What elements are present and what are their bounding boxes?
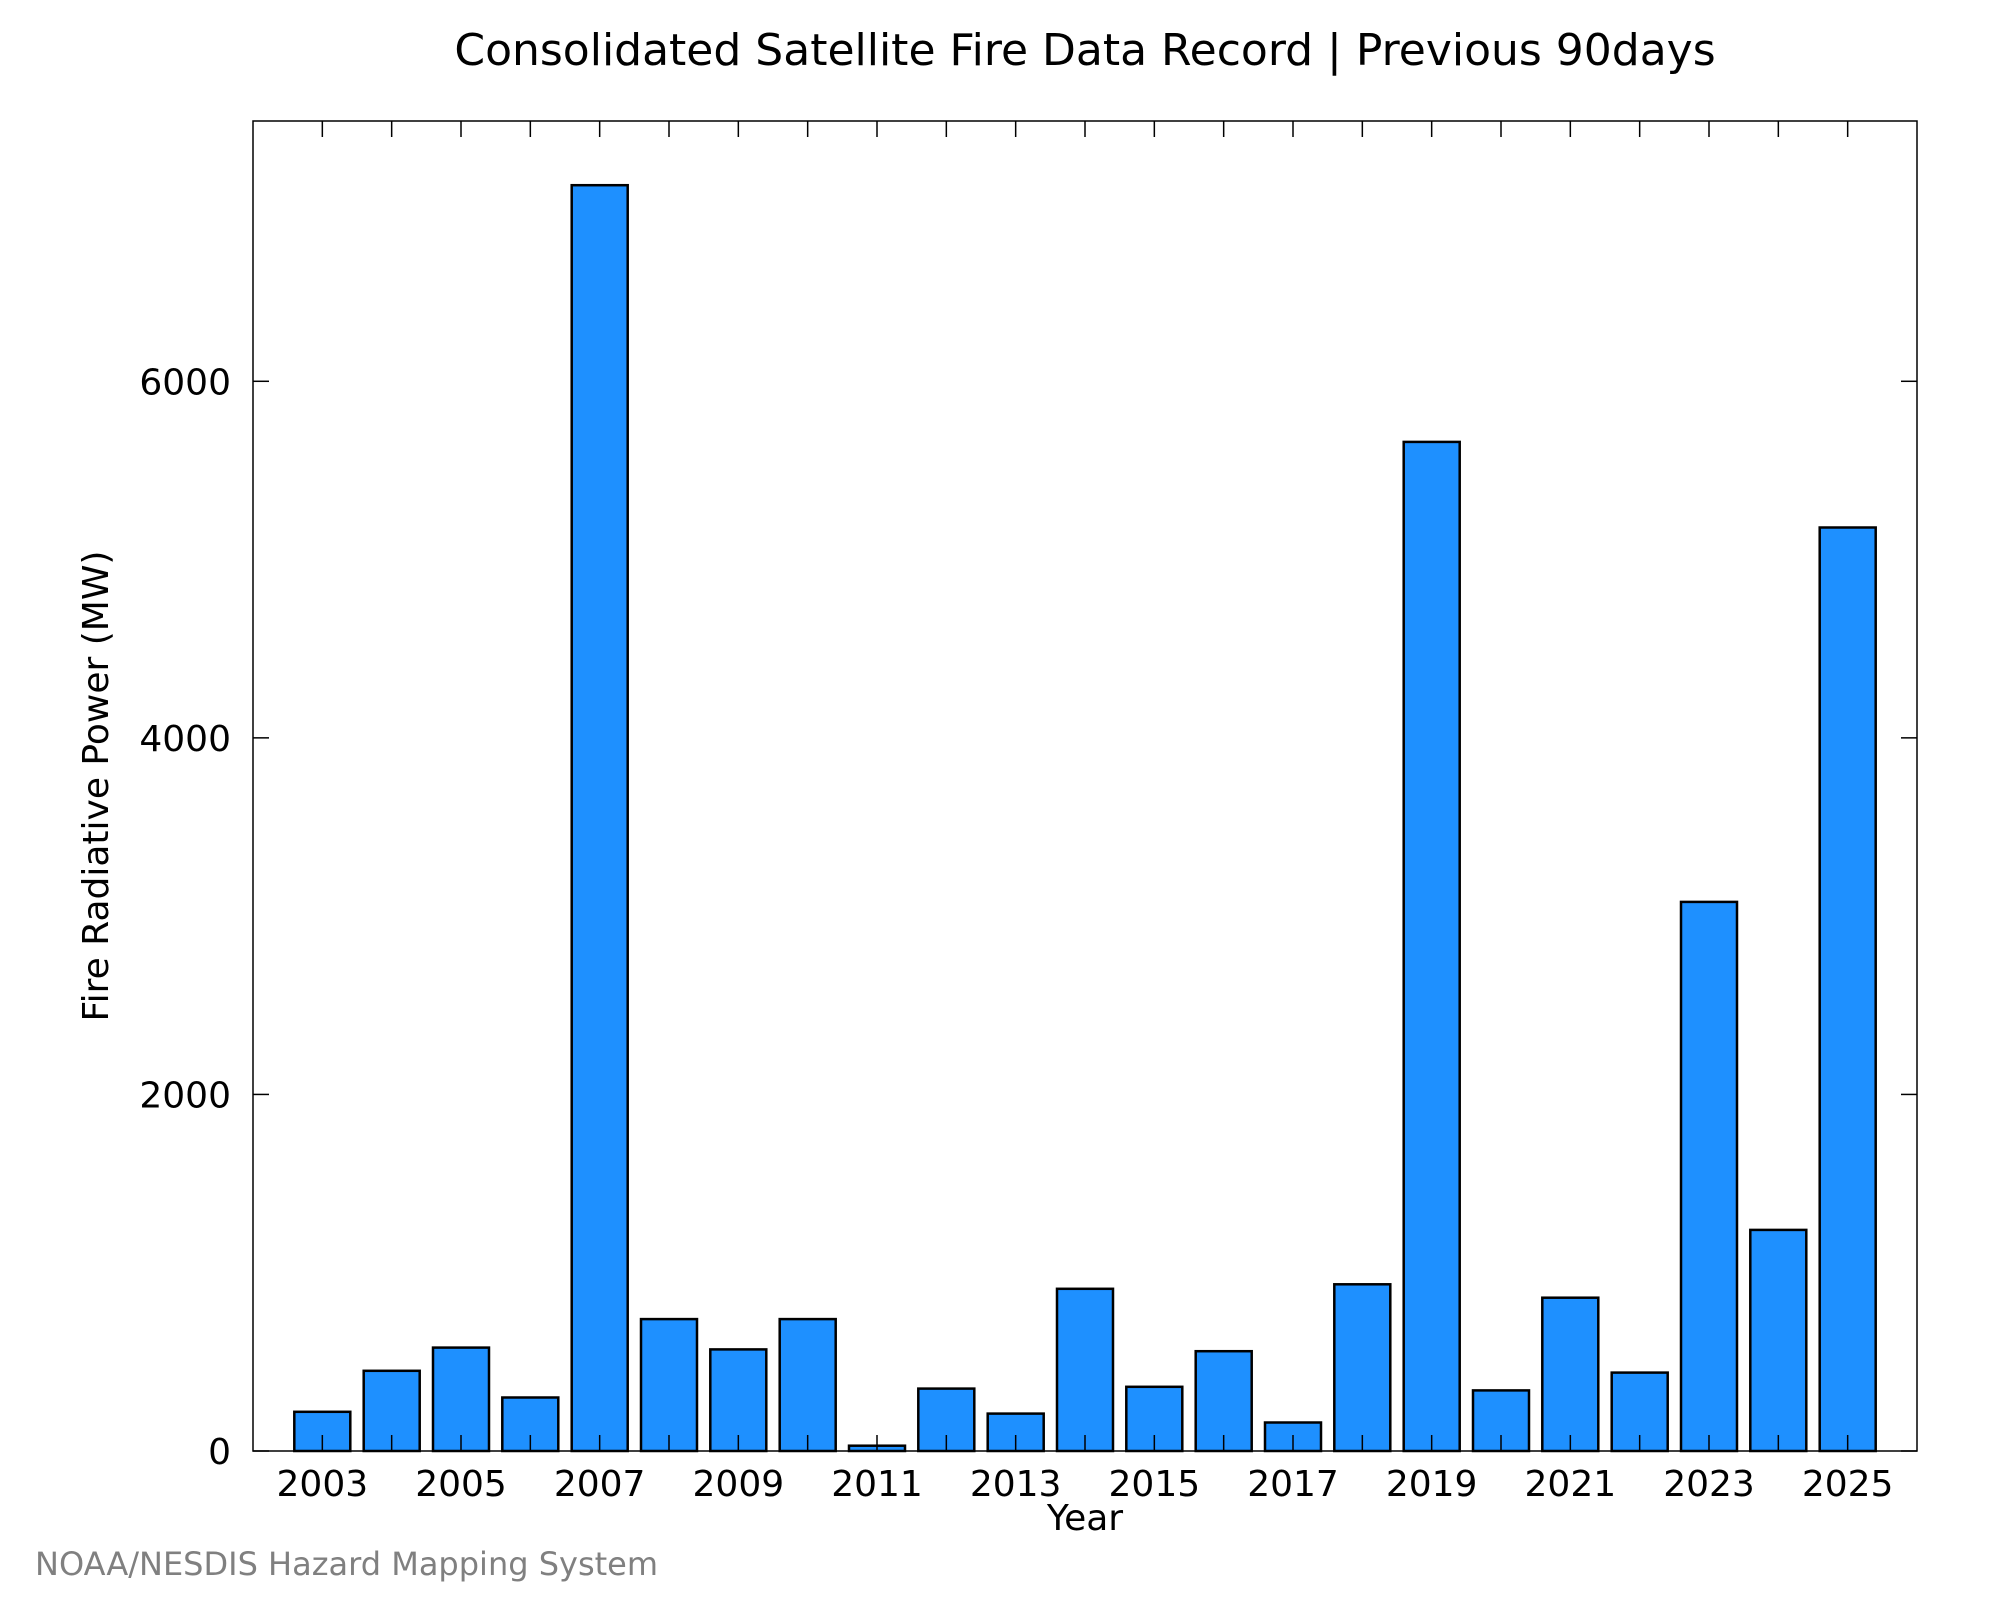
x-tick-label-2023: 2023 (1663, 1464, 1755, 1505)
y-tick-label-4000: 4000 (139, 719, 231, 760)
bar-2016 (1194, 1349, 1253, 1453)
bar-2007 (570, 183, 629, 1453)
bar-2010 (778, 1317, 837, 1453)
x-tick-label-2009: 2009 (693, 1464, 785, 1505)
credit-text: NOAA/NESDIS Hazard Mapping System (35, 1545, 658, 1583)
y-tick-label-6000: 6000 (139, 362, 231, 403)
y-tick-label-0: 0 (208, 1432, 231, 1473)
bar-2025 (1818, 526, 1877, 1453)
bar-2024 (1749, 1228, 1808, 1453)
bar-2008 (639, 1317, 699, 1453)
bar-2021 (1541, 1296, 1600, 1453)
x-ticks: 2003 2005 2007 2009 2011 2013 2015 2017 2019 2021… (277, 121, 1894, 1505)
plot-frame (252, 120, 1918, 1452)
bars-layer (293, 183, 1877, 1453)
x-tick-label-2003: 2003 (277, 1464, 369, 1505)
x-tick-label-2019: 2019 (1386, 1464, 1478, 1505)
bar-2018 (1333, 1283, 1392, 1453)
bar-2019 (1402, 440, 1461, 1453)
y-ticks: 0 2000 4000 6000 (139, 362, 1917, 1473)
x-tick-label-2011: 2011 (831, 1464, 923, 1505)
x-axis-title: Year (1046, 1498, 1123, 1539)
y-tick-label-2000: 2000 (139, 1075, 231, 1116)
x-tick-label-2017: 2017 (1247, 1464, 1339, 1505)
x-tick-label-2013: 2013 (970, 1464, 1062, 1505)
bar-2014 (1055, 1287, 1115, 1453)
x-tick-label-2015: 2015 (1109, 1464, 1201, 1505)
x-tick-label-2007: 2007 (554, 1464, 646, 1505)
x-tick-label-2025: 2025 (1802, 1464, 1894, 1505)
chart-title: Consolidated Satellite Fire Data Record … (454, 25, 1715, 76)
y-axis-title: Fire Radiative Power (MW) (76, 551, 117, 1022)
x-tick-label-2021: 2021 (1525, 1464, 1617, 1505)
bar-2023 (1679, 900, 1739, 1453)
x-tick-label-2005: 2005 (415, 1464, 507, 1505)
